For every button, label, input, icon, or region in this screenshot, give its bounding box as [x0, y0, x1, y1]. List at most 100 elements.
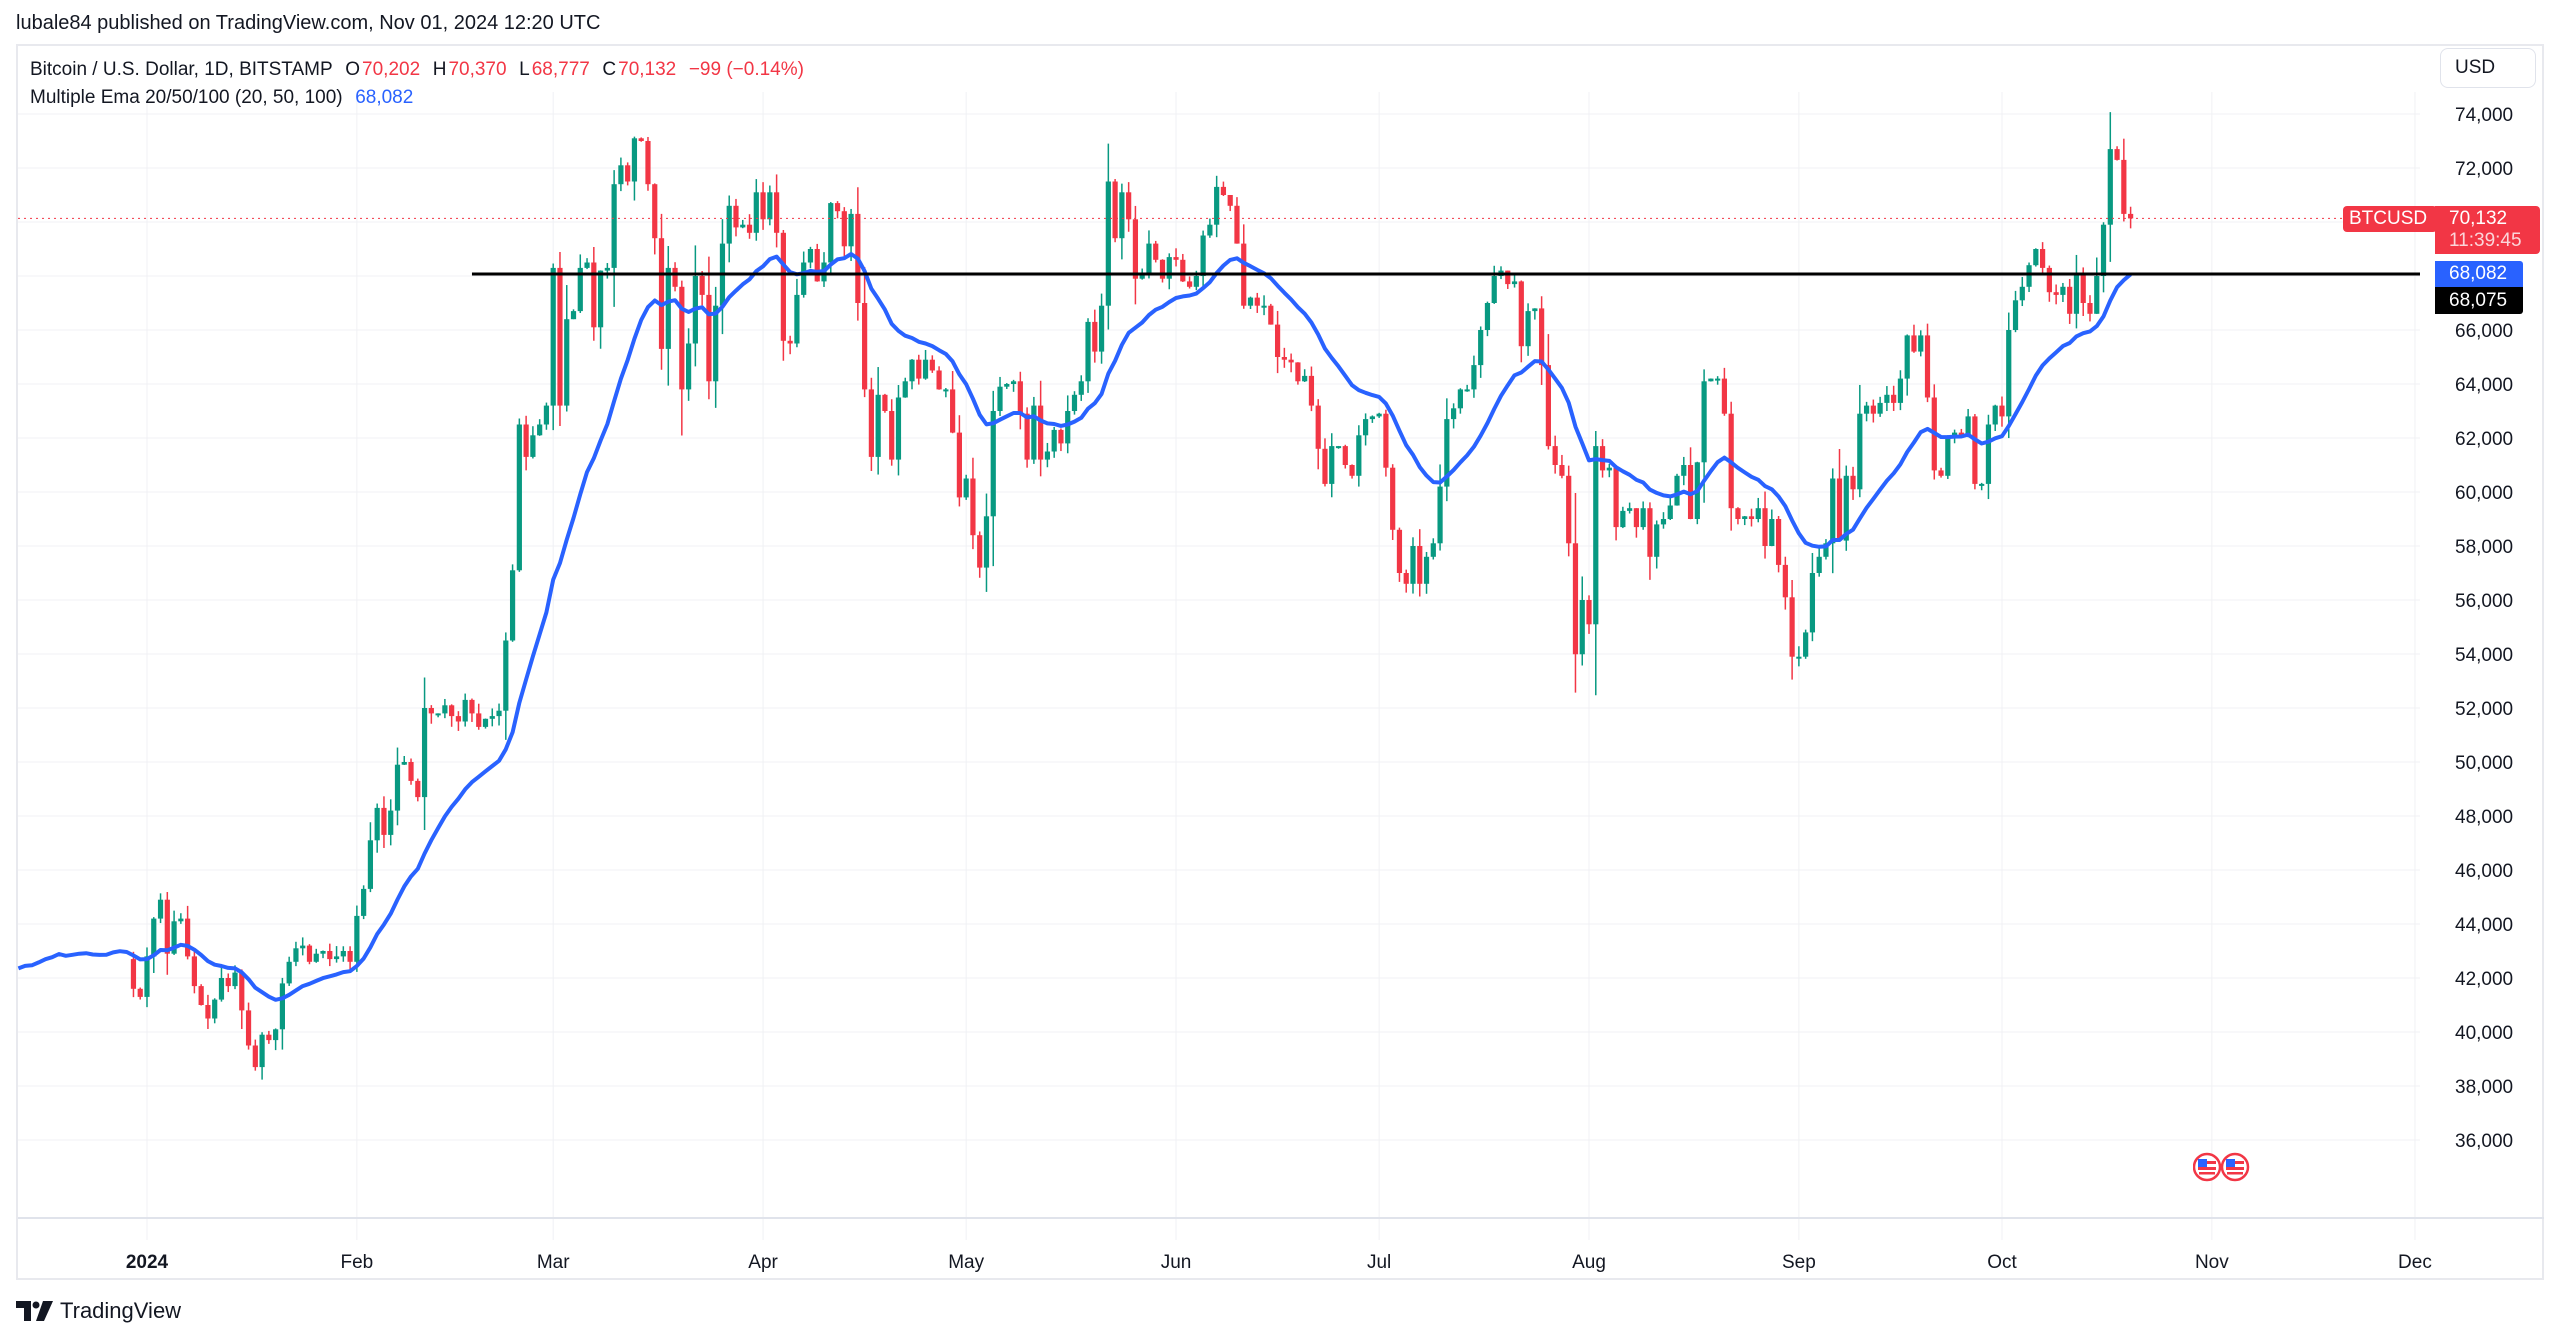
candle-up	[442, 698, 448, 719]
candle-up	[1579, 576, 1585, 666]
candle-down	[1234, 197, 1240, 244]
change-value: −99 (−0.14%)	[688, 59, 804, 80]
candle-up	[611, 170, 617, 307]
candle-down	[1315, 399, 1321, 470]
tradingview-logo-icon	[16, 1301, 53, 1321]
candle-down	[327, 943, 333, 967]
candle-up	[1478, 326, 1484, 378]
candle-down	[239, 969, 245, 1030]
x-tick-label: Nov	[2195, 1252, 2229, 1273]
candle-down	[1288, 353, 1294, 373]
event-flags[interactable]	[2192, 1152, 2257, 1182]
candle-down	[185, 905, 191, 960]
candle-down	[1092, 309, 1098, 363]
candle-down	[1836, 449, 1843, 541]
candle-up	[740, 219, 746, 229]
candle-down	[1403, 569, 1409, 593]
candle-up	[1627, 502, 1633, 514]
candle-up	[1146, 230, 1152, 279]
candle-up	[692, 245, 698, 367]
candle-down	[1762, 491, 1768, 559]
y-tick-label: 40,000	[2455, 1023, 2513, 1044]
candle-up	[1247, 296, 1254, 309]
candle-up	[875, 367, 881, 475]
candle-down	[1308, 366, 1315, 412]
candle-up	[1918, 330, 1924, 357]
currency-button[interactable]: USD	[2440, 48, 2536, 88]
candle-down	[449, 704, 455, 727]
low-label: L	[519, 59, 530, 80]
candle-down	[1552, 435, 1558, 474]
candle-up	[1681, 456, 1687, 486]
low-value: 68,777	[531, 59, 590, 80]
candle-down	[198, 984, 204, 1006]
candle-down	[1058, 428, 1064, 452]
candle-up	[516, 418, 522, 572]
candle-up	[767, 185, 773, 226]
candle-up	[1532, 308, 1538, 320]
x-tick-label: Mar	[537, 1252, 570, 1273]
x-tick-label: Apr	[748, 1252, 778, 1273]
candle-up	[943, 388, 949, 398]
close-label: C	[602, 59, 617, 80]
candle-down	[1735, 507, 1741, 525]
candle-up	[293, 941, 299, 967]
candle-up	[543, 402, 550, 430]
candle-up	[1119, 183, 1125, 260]
last-price-tag: 70,132 11:39:45	[2435, 206, 2540, 254]
candle-down	[1687, 447, 1694, 520]
candle-down	[591, 247, 597, 341]
candle-up	[1945, 435, 1951, 479]
candle-down	[1613, 464, 1619, 541]
ema-20-line[interactable]	[17, 252, 2132, 1002]
candle-up	[2107, 112, 2113, 262]
candle-up	[2033, 248, 2039, 267]
candle-up	[1985, 414, 1992, 500]
candle-down	[2067, 279, 2073, 324]
y-tick-label: 44,000	[2455, 915, 2513, 936]
candle-up	[333, 946, 340, 963]
candle-up	[1200, 230, 1206, 287]
candle-up	[354, 905, 360, 972]
candle-down	[658, 213, 665, 370]
us-flag-icon[interactable]	[2192, 1152, 2257, 1182]
candle-down	[476, 703, 482, 730]
candle-down	[1545, 334, 1551, 450]
candle-up	[482, 718, 489, 729]
candle-up	[1105, 143, 1111, 330]
candle-up	[340, 946, 346, 962]
candle-down	[1220, 181, 1227, 197]
candle-up	[1904, 334, 1910, 396]
candle-up	[157, 893, 164, 924]
x-tick-label: Jul	[1367, 1252, 1391, 1273]
candle-down	[929, 355, 935, 373]
candle-up	[753, 179, 759, 241]
candle-down	[760, 182, 766, 230]
candle-down	[699, 271, 705, 306]
candle-up	[1335, 445, 1342, 449]
candle-up	[1863, 401, 1870, 422]
candle-up	[496, 703, 502, 726]
candle-down	[557, 252, 563, 426]
tradingview-logo[interactable]: TradingView	[16, 1298, 181, 1324]
candle-down	[1322, 438, 1328, 487]
candle-down	[1789, 579, 1795, 680]
indicator-title[interactable]: Multiple Ema 20/50/100 (20, 50, 100)	[30, 87, 343, 108]
candle-up	[300, 937, 306, 956]
candle-down	[2114, 146, 2120, 161]
countdown-value: 11:39:45	[2449, 230, 2522, 251]
candle-down	[1748, 508, 1755, 527]
indicator-row: Multiple Ema 20/50/100 (20, 50, 100) 68,…	[30, 84, 806, 112]
candle-up	[1525, 303, 1531, 356]
symbol-title[interactable]: Bitcoin / U.S. Dollar, 1D, BITSTAMP	[30, 59, 333, 80]
candle-up	[1897, 370, 1904, 411]
candle-up	[1606, 463, 1612, 478]
candle-up	[922, 349, 929, 380]
candle-up	[1051, 426, 1057, 458]
candle-up	[2012, 290, 2019, 333]
candle-up	[1071, 391, 1078, 415]
y-tick-label: 48,000	[2455, 807, 2513, 828]
candle-up	[212, 998, 218, 1024]
candle-up	[1660, 512, 1667, 529]
